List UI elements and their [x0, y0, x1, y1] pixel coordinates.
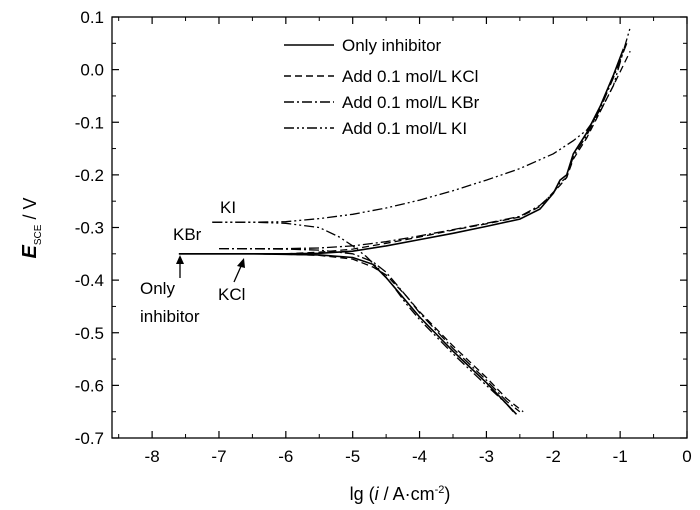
plot-area: -8 -7 -6 -5 -4 -3 -2 -1 0 0.1 0.0 -0.1 -0.2 -0.3 -0.4 -… — [75, 8, 692, 466]
y-tick-label: -0.6 — [75, 376, 104, 395]
legend-label-kcl: Add 0.1 mol/L KCl — [342, 67, 478, 86]
x-tick-label: -8 — [145, 447, 160, 466]
annotation-arrowhead-kcl — [237, 258, 245, 268]
x-tick-label: -7 — [211, 447, 226, 466]
y-tick-label: -0.1 — [75, 113, 104, 132]
series-line-1-anodic — [252, 50, 631, 255]
series-line-2-cathodic — [218, 247, 521, 413]
y-tick-label: -0.3 — [75, 219, 104, 238]
x-tick-label: 0 — [682, 447, 691, 466]
x-tick-label: -3 — [479, 447, 494, 466]
legend-label-ki: Add 0.1 mol/L KI — [342, 119, 467, 138]
annotations: KI KBr Only inhibitor KCl — [140, 198, 245, 326]
y-tick-label: -0.2 — [75, 166, 104, 185]
series-line-0-cathodic — [178, 253, 518, 415]
series-line-3-anodic — [212, 27, 631, 223]
annotation-kcl: KCl — [218, 285, 245, 304]
y-tick-label: 0.0 — [80, 61, 104, 80]
x-tick-label: -6 — [278, 447, 293, 466]
y-tick-label: -0.7 — [75, 429, 104, 448]
x-tick-label: -2 — [546, 447, 561, 466]
y-tick-label: -0.4 — [75, 271, 104, 290]
x-tick-label: -4 — [412, 447, 427, 466]
annotation-arrow-kcl — [233, 263, 243, 283]
series-line-2-anodic — [219, 43, 628, 250]
series-layer — [178, 27, 631, 415]
annotation-arrowhead-only-inhibitor — [176, 255, 184, 264]
tick-layer: -8 -7 -6 -5 -4 -3 -2 -1 0 0.1 0.0 -0.1 -0.2 -0.3 -0.4 -… — [75, 8, 692, 466]
annotation-ki: KI — [220, 198, 236, 217]
y-tick-label: 0.1 — [80, 8, 104, 27]
series-line-3-cathodic — [212, 221, 514, 413]
x-tick-label: -1 — [613, 447, 628, 466]
annotation-kbr: KBr — [173, 225, 202, 244]
annotation-inhibitor: inhibitor — [140, 307, 200, 326]
x-axis-title: lg (i / A·cm-2) — [350, 484, 451, 504]
legend-label-only-inhibitor: Only inhibitor — [342, 36, 442, 55]
series-line-1-cathodic — [252, 253, 524, 413]
y-tick-label: -0.5 — [75, 324, 104, 343]
series-line-0-anodic — [178, 48, 625, 255]
annotation-only: Only — [140, 279, 175, 298]
legend: Only inhibitor Add 0.1 mol/L KCl Add 0.1… — [284, 36, 480, 138]
y-axis-title: ESCE / V — [19, 198, 44, 259]
x-tick-label: -5 — [345, 447, 360, 466]
legend-label-kbr: Add 0.1 mol/L KBr — [342, 93, 480, 112]
